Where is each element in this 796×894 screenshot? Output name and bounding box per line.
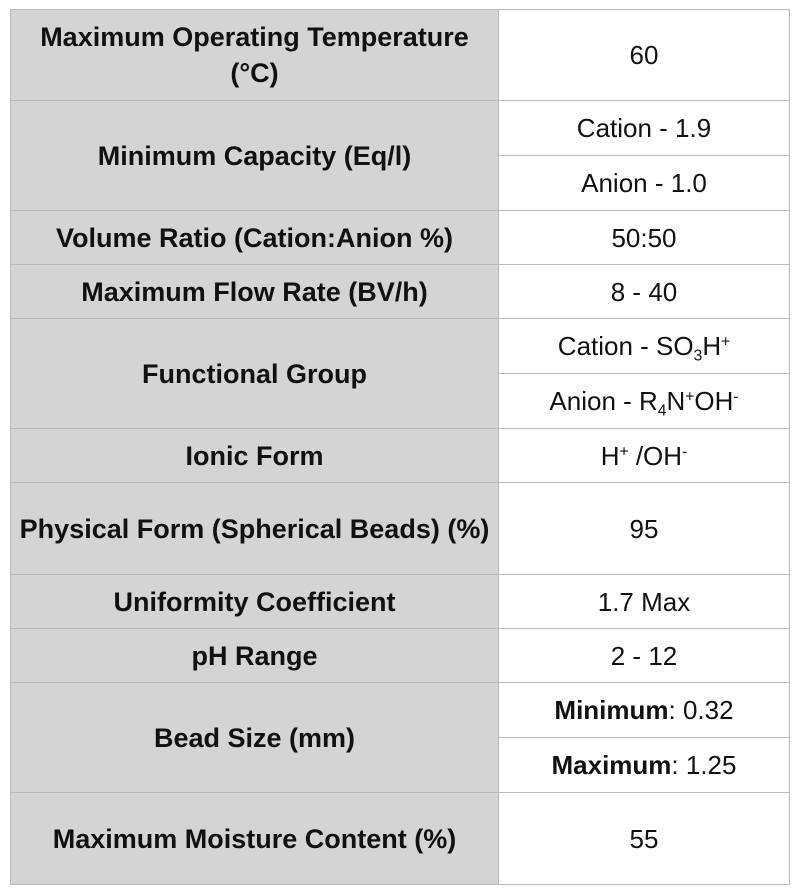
volume-ratio-label: Volume Ratio (Cation:Anion %) (10, 210, 499, 265)
min-capacity-label: Minimum Capacity (Eq/l) (10, 100, 499, 211)
table-row: pH Range 2 - 12 (10, 628, 790, 683)
moisture-label: Maximum Moisture Content (%) (10, 792, 499, 885)
functional-group-anion: Anion - R4N+OH- (498, 373, 790, 429)
fg-anion-prefix: Anion - R (549, 386, 658, 416)
bead-size-max-value: : 1.25 (671, 750, 737, 780)
fg-anion-sup1: + (685, 388, 695, 406)
fg-anion-sub: 4 (657, 402, 667, 420)
table-row: Maximum Operating Temperature (°C) 60 (10, 9, 790, 101)
table-row: Ionic Form H+ /OH- (10, 428, 790, 483)
functional-group-label: Functional Group (10, 318, 499, 429)
table-row: Physical Form (Spherical Beads) (%) 95 (10, 482, 790, 575)
max-temp-value: 60 (498, 9, 790, 101)
fg-cation-sub: 3 (693, 347, 703, 365)
ionic-h: H (600, 440, 620, 471)
min-capacity-cation: Cation - 1.9 (498, 100, 790, 156)
bead-size-label: Bead Size (mm) (10, 682, 499, 793)
fg-cation-h: H (702, 331, 722, 361)
fg-anion-oh: OH (694, 386, 734, 416)
fg-anion-sup2: - (733, 388, 739, 406)
ionic-form-value: H+ /OH- (498, 428, 790, 483)
ph-range-value: 2 - 12 (498, 628, 790, 683)
table-row: Anion - 1.0 (11, 155, 790, 211)
ph-range-label: pH Range (10, 628, 499, 683)
volume-ratio-value: 50:50 (498, 210, 790, 265)
table-row: Volume Ratio (Cation:Anion %) 50:50 (10, 210, 790, 265)
bead-size-min-key: Minimum (554, 695, 669, 725)
functional-group-cation: Cation - SO3H+ (498, 318, 790, 374)
table-row: Bead Size (mm) Minimum: 0.32 (10, 682, 790, 793)
bead-size-max: Maximum: 1.25 (498, 737, 790, 793)
bead-size-max-key: Maximum (551, 750, 672, 780)
uniformity-label: Uniformity Coefficient (10, 574, 499, 629)
max-flow-value: 8 - 40 (498, 264, 790, 319)
table-row: Maximum Moisture Content (%) 55 (10, 792, 790, 885)
moisture-value: 55 (498, 792, 790, 885)
bead-size-min: Minimum: 0.32 (498, 682, 790, 738)
fg-cation-prefix: Cation - SO (557, 331, 694, 361)
fg-anion-n: N (666, 386, 686, 416)
ionic-oh: /OH (628, 440, 683, 471)
ionic-h-sup: + (619, 442, 629, 460)
physical-form-value: 95 (498, 482, 790, 575)
physical-form-label: Physical Form (Spherical Beads) (%) (10, 482, 499, 575)
table-row: Maximum: 1.25 (11, 737, 790, 793)
max-flow-label: Maximum Flow Rate (BV/h) (10, 264, 499, 319)
fg-cation-sup: + (721, 333, 731, 351)
table-row: Functional Group Cation - SO3H+ (10, 318, 790, 429)
max-temp-label: Maximum Operating Temperature (°C) (10, 9, 499, 101)
table-row: Minimum Capacity (Eq/l) Cation - 1.9 (10, 100, 790, 211)
resin-spec-table: Maximum Operating Temperature (°C) 60 Mi… (10, 9, 790, 885)
min-capacity-anion: Anion - 1.0 (498, 155, 790, 211)
bead-size-min-value: : 0.32 (668, 695, 734, 725)
table-row: Uniformity Coefficient 1.7 Max (10, 574, 790, 629)
ionic-oh-sup: - (682, 442, 688, 460)
table-row: Anion - R4N+OH- (11, 373, 790, 429)
ionic-form-label: Ionic Form (10, 428, 499, 483)
uniformity-value: 1.7 Max (498, 574, 790, 629)
table-row: Maximum Flow Rate (BV/h) 8 - 40 (10, 264, 790, 319)
